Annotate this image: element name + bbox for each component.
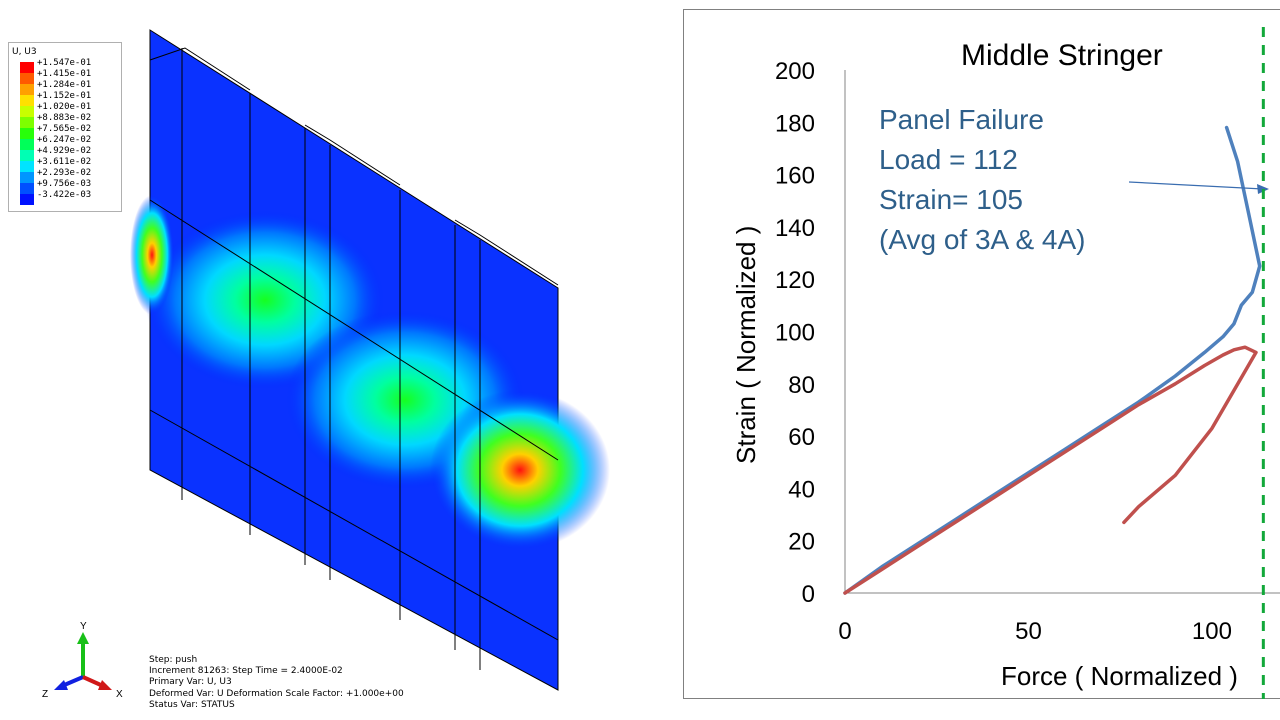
y-tick-label: 60 [788,424,815,451]
triad-y: Y [80,621,87,632]
y-tick-label: 100 [775,320,815,347]
legend-value: +3.611e-02 [37,157,92,167]
legend-value: +1.415e-01 [37,69,92,79]
annotation-arrow [1128,181,1264,190]
y-tick-label: 200 [775,58,815,85]
y-axis-label: Strain ( Normalized ) [731,226,761,464]
y-tick-label: 120 [775,267,815,294]
strain-force-chart: 0 20 40 60 80 100 120 140 160 180 200 0 50 100 Middl… [683,9,1280,699]
legend-value: +4.929e-02 [37,146,92,156]
x-tick-label: 100 [1192,618,1232,645]
legend-swatch [20,172,34,183]
legend-swatch [20,117,34,128]
x-tick-label: 50 [1015,618,1042,645]
legend-swatch [20,183,34,194]
legend-swatch [20,139,34,150]
chart-series [843,125,1262,595]
legend-value: +8.883e-02 [37,113,92,123]
series-line-1 [843,125,1262,595]
legend-value: +9.756e-03 [37,179,92,189]
status-line: Primary Var: U, U3 [149,677,232,688]
annotation-line: (Avg of 3A & 4A) [879,224,1086,255]
legend-value: +1.284e-01 [37,80,92,90]
y-tick-labels: 0 20 40 60 80 100 120 140 160 180 200 [775,58,815,608]
legend-value: +1.152e-01 [37,91,92,101]
legend-swatch [20,128,34,139]
legend-value: +6.247e-02 [37,135,92,145]
status-line: Increment 81263: Step Time = 2.4000E-02 [149,666,343,677]
triad-x: X [116,689,123,700]
legend-swatch [20,62,34,73]
x-tick-labels: 0 50 100 [838,618,1232,645]
axis-triad: Y Z X [42,621,123,700]
legend-swatch [20,84,34,95]
triad-z: Z [42,689,48,700]
legend-swatch [20,150,34,161]
panel-model [130,29,610,691]
y-tick-label: 160 [775,163,815,190]
legend-value: +1.547e-01 [37,58,92,68]
y-tick-label: 140 [775,215,815,242]
annotation-line: Load = 112 [879,144,1018,175]
legend-value: +1.020e-01 [37,102,92,112]
step-status-text: Step: push Increment 81263: Step Time = … [149,655,404,711]
legend-value: +2.293e-02 [37,168,92,178]
status-line: Deformed Var: U Deformation Scale Factor… [149,688,404,699]
panel-failure-annotation: Panel Failure Load = 112 Strain= 105 (Av… [879,104,1086,255]
series-line-2 [843,345,1258,595]
x-axis-label: Force ( Normalized ) [1001,661,1238,691]
status-line: Status Var: STATUS [149,699,235,710]
y-tick-label: 20 [788,529,815,556]
status-line: Step: push [149,655,198,665]
chart-axes [844,70,1280,594]
legend-swatch [20,106,34,117]
chart-frame [683,9,1280,699]
annotation-line: Panel Failure [879,104,1044,135]
y-tick-label: 40 [788,476,815,503]
legend-value: +7.565e-02 [37,124,92,134]
chart-title: Middle Stringer [961,39,1163,72]
annotation-line: Strain= 105 [879,184,1023,215]
legend-swatch [20,161,34,172]
legend-title: U, U3 [12,47,37,57]
y-tick-label: 0 [802,581,815,608]
x-tick-label: 0 [838,618,851,645]
legend-swatch [20,95,34,106]
y-tick-label: 80 [788,372,815,399]
legend-swatch [20,73,34,84]
legend-swatch [20,194,34,205]
y-tick-label: 180 [775,110,815,137]
fem-contour-plot [130,29,610,691]
legend-value: -3.422e-03 [37,190,92,200]
